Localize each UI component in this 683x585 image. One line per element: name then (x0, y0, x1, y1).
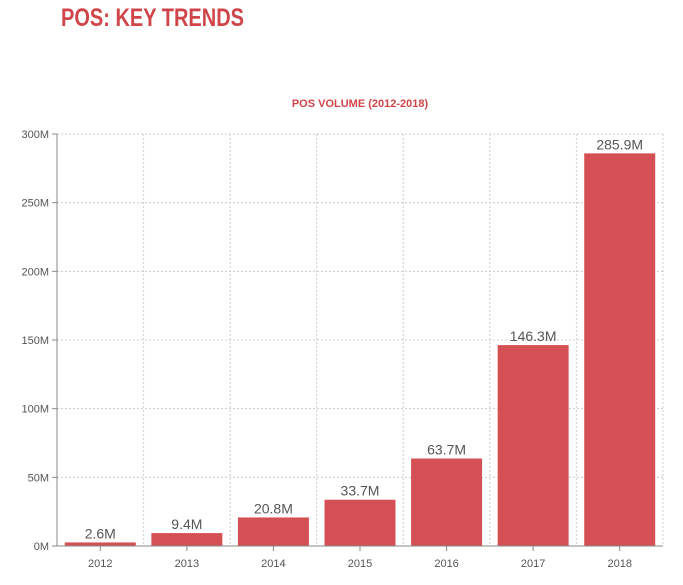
data-label-2012: 2.6M (85, 525, 116, 541)
y-tick-label: 250M (21, 198, 49, 210)
x-tick-label: 2016 (434, 558, 458, 570)
data-label-2015: 33.7M (341, 483, 380, 499)
bar-2012 (64, 542, 136, 546)
bar-2016 (411, 458, 483, 546)
bar-2013 (151, 533, 223, 546)
page-title: POS: KEY TRENDS (61, 4, 244, 32)
bar-2015 (324, 499, 396, 546)
axes-layer: 0M 50M 100M 150M 200M 250M 300M 2012 2013 2014 201… (21, 129, 663, 570)
x-tick-label: 2015 (348, 558, 372, 570)
labels-layer: 2.6M 9.4M 20.8M 33.7M 63.7M 146.3M 285.9M (85, 136, 643, 541)
y-tick-label: 150M (21, 335, 49, 347)
x-tick-label: 2018 (607, 558, 631, 570)
y-tick-label: 0M (34, 541, 49, 553)
x-tick-label: 2017 (521, 558, 545, 570)
x-tick-label: 2013 (175, 558, 199, 570)
data-label-2013: 9.4M (171, 516, 202, 532)
grid-layer (56, 133, 664, 546)
y-tick-label: 50M (28, 472, 49, 484)
bar-2018 (584, 153, 656, 546)
data-label-2016: 63.7M (427, 442, 466, 458)
data-label-2018: 285.9M (596, 136, 643, 152)
x-tick-label: 2014 (261, 558, 285, 570)
y-tick-label: 200M (21, 266, 49, 278)
bars-layer (64, 153, 656, 546)
y-tick-label: 100M (21, 404, 49, 416)
x-tick-label: 2012 (88, 558, 112, 570)
data-label-2014: 20.8M (254, 500, 293, 516)
bar-2017 (497, 345, 569, 546)
chart-title: POS VOLUME (2012-2018) (292, 98, 429, 110)
data-label-2017: 146.3M (510, 328, 557, 344)
y-tick-label: 300M (21, 129, 49, 141)
bar-2014 (237, 517, 309, 546)
